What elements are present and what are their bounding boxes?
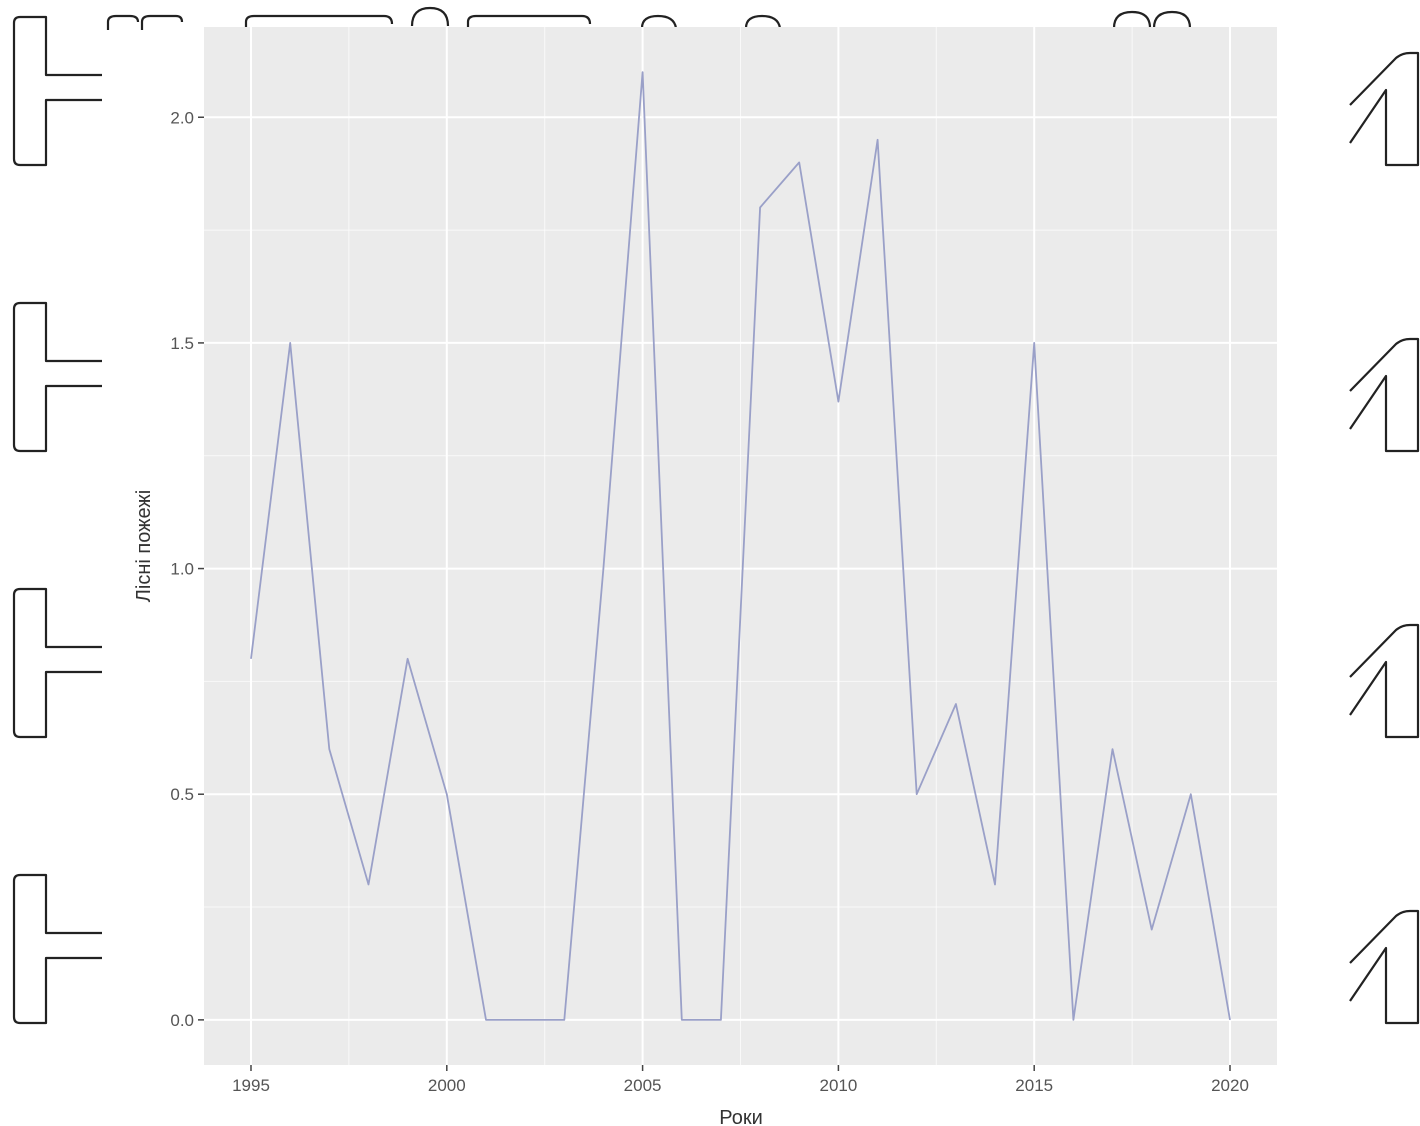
one-glyph-shape-1 xyxy=(1349,51,1420,167)
y-tick-label: 0.5 xyxy=(170,785,194,804)
y-tick-label: 1.0 xyxy=(170,560,194,579)
y-tick-label: 1.5 xyxy=(170,334,194,353)
y-axis-ticks: 0.0 0.5 1.0 1.5 2.0 xyxy=(170,108,204,1030)
left-bracket-decorations xyxy=(12,15,102,1025)
top-edge-shape-2 xyxy=(244,14,394,28)
right-glyph-decorations xyxy=(1349,51,1420,1025)
top-edge-shape-5 xyxy=(640,14,678,29)
top-edge-shape-3 xyxy=(410,6,450,27)
x-axis-ticks: 1995 2000 2005 2010 2015 2020 xyxy=(232,1065,1249,1095)
bracket-shape-2 xyxy=(12,301,102,453)
top-edge-shape-1 xyxy=(106,14,184,30)
top-edge-decorations xyxy=(106,6,1192,30)
one-glyph-shape-2 xyxy=(1349,337,1420,453)
y-tick-label: 2.0 xyxy=(170,108,194,127)
one-glyph-shape-4 xyxy=(1349,909,1420,1025)
x-tick-label: 2005 xyxy=(624,1076,662,1095)
top-edge-shape-7 xyxy=(1112,10,1192,29)
top-edge-shape-4 xyxy=(466,14,592,28)
bracket-shape-3 xyxy=(12,587,102,739)
major-gridlines xyxy=(204,27,1277,1065)
x-tick-label: 1995 xyxy=(232,1076,270,1095)
series-line-1 xyxy=(250,71,1231,1021)
bracket-shape-1 xyxy=(12,15,102,167)
x-axis-title: Роки xyxy=(719,1107,763,1126)
series-layer xyxy=(250,71,1231,1021)
bracket-shape-4 xyxy=(12,873,102,1025)
x-tick-label: 2015 xyxy=(1015,1076,1053,1095)
y-axis-title: Лісні пожежі xyxy=(133,490,155,602)
minor-gridlines xyxy=(204,27,1277,1065)
x-tick-label: 2010 xyxy=(819,1076,857,1095)
x-tick-label: 2020 xyxy=(1211,1076,1249,1095)
y-tick-label: 0.0 xyxy=(170,1011,194,1030)
x-tick-label: 2000 xyxy=(428,1076,466,1095)
top-edge-shape-6 xyxy=(744,14,782,29)
one-glyph-shape-3 xyxy=(1349,623,1420,739)
